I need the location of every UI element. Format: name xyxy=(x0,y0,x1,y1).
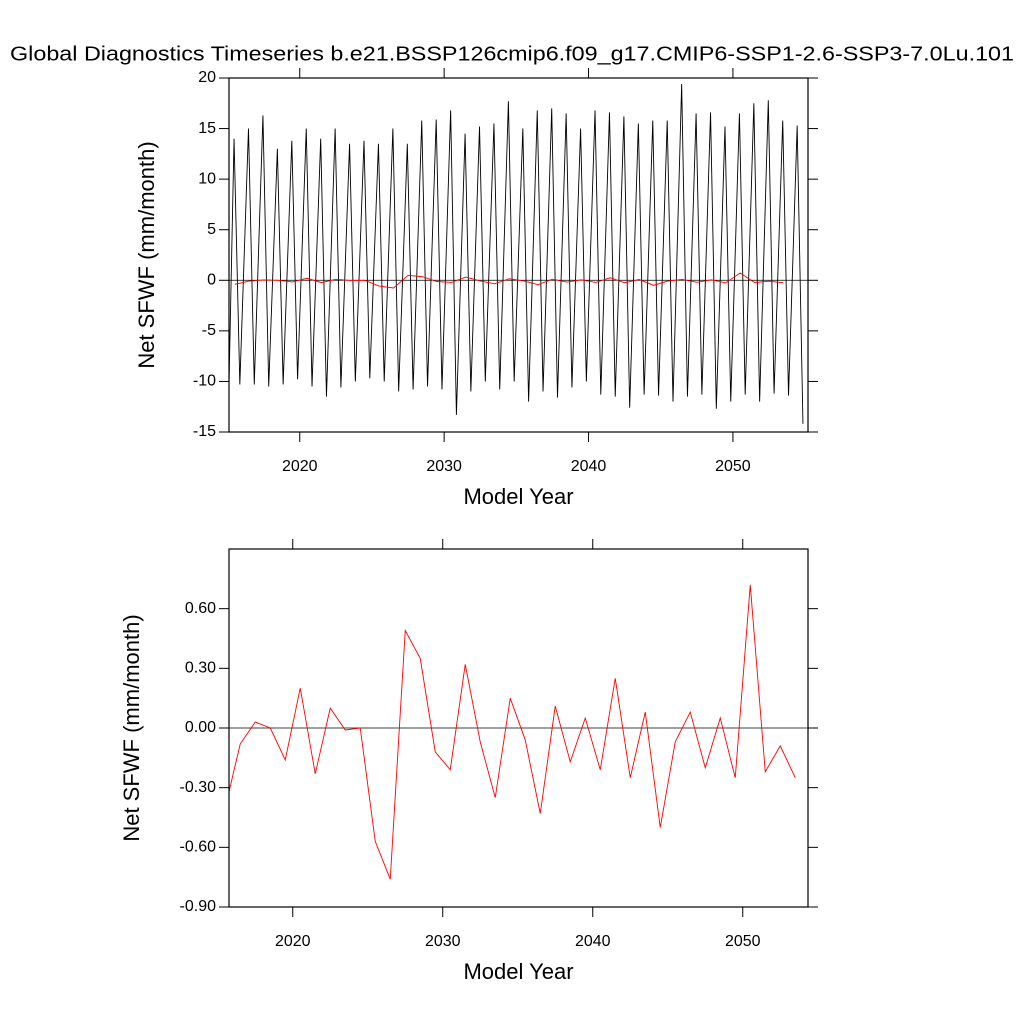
y-axis-label: Net SFWF (mm/month) xyxy=(119,614,144,841)
plot-frame xyxy=(228,77,809,433)
chart-title: Global Diagnostics Timeseries b.e21.BSSP… xyxy=(10,43,1014,65)
x-tick-label: 2050 xyxy=(725,933,761,950)
x-tick-label: 2040 xyxy=(571,458,607,475)
y-tick-label: 20 xyxy=(198,69,216,86)
y-tick-label: 0.00 xyxy=(185,719,216,736)
y-tick-label: 5 xyxy=(207,221,216,238)
x-tick-label: 2030 xyxy=(425,933,461,950)
y-tick-label: 10 xyxy=(198,170,216,187)
y-tick-label: 0.60 xyxy=(185,600,216,617)
y-tick-label: -5 xyxy=(202,322,216,339)
plot-area xyxy=(229,584,808,880)
data-line xyxy=(234,272,784,289)
data-line xyxy=(229,584,796,880)
x-tick-label: 2040 xyxy=(575,933,611,950)
y-tick-label: -15 xyxy=(193,423,216,440)
data-line xyxy=(229,84,804,424)
x-tick-label: 2050 xyxy=(715,458,751,475)
x-tick-label: 2020 xyxy=(275,933,311,950)
y-tick-label: -10 xyxy=(193,373,216,390)
plot-area xyxy=(229,84,808,424)
x-tick-label: 2020 xyxy=(282,458,318,475)
y-tick-label: 15 xyxy=(198,120,216,137)
y-tick-label: -0.60 xyxy=(180,839,217,856)
y-tick-label: -0.30 xyxy=(180,779,217,796)
x-axis-label: Model Year xyxy=(463,959,573,984)
y-tick-label: 0 xyxy=(207,272,216,289)
x-axis-label: Model Year xyxy=(463,484,573,509)
y-tick-label: -0.90 xyxy=(180,898,217,915)
y-axis-label: Net SFWF (mm/month) xyxy=(134,141,159,368)
y-tick-label: 0.30 xyxy=(185,660,216,677)
x-tick-label: 2030 xyxy=(426,458,462,475)
